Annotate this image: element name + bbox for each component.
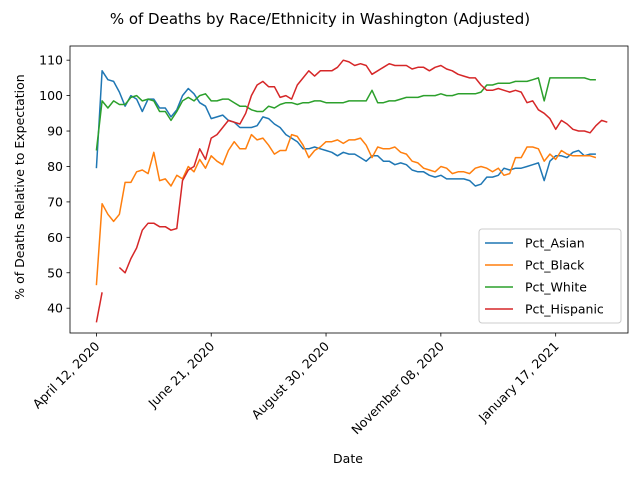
legend-label-pct-black: Pct_Black [525, 258, 585, 273]
y-tick-label: 50 [47, 265, 63, 280]
legend-label-pct-asian: Pct_Asian [525, 236, 585, 251]
y-tick-label: 70 [47, 194, 63, 209]
series-line-pct-asian [95, 70, 596, 187]
y-tick-label: 40 [47, 301, 63, 316]
legend-label-pct-white: Pct_White [525, 280, 587, 295]
chart-title: % of Deaths by Race/Ethnicity in Washing… [110, 10, 530, 28]
y-tick-label: 60 [47, 230, 63, 245]
series-line-pct-hispanic-segment-2 [118, 59, 608, 274]
y-tick-label: 110 [39, 53, 63, 68]
legend: Pct_Asian Pct_Black Pct_White Pct_Hispanic [478, 228, 622, 324]
series-line-pct-white [95, 77, 596, 151]
legend-box [478, 228, 622, 324]
plot-frame [69, 45, 629, 334]
x-axis-label: Date [333, 451, 363, 466]
y-tick-label: 80 [47, 159, 63, 174]
plot-lines [95, 59, 608, 323]
y-axis-label: % of Deaths Relative to Expectation [12, 74, 27, 299]
y-tick-label: 90 [47, 124, 63, 139]
series-line-pct-black [95, 133, 597, 286]
series-line-pct-hispanic-segment-1 [95, 292, 103, 323]
y-tick-label: 100 [39, 88, 63, 103]
legend-label-pct-hispanic: Pct_Hispanic [525, 302, 604, 317]
